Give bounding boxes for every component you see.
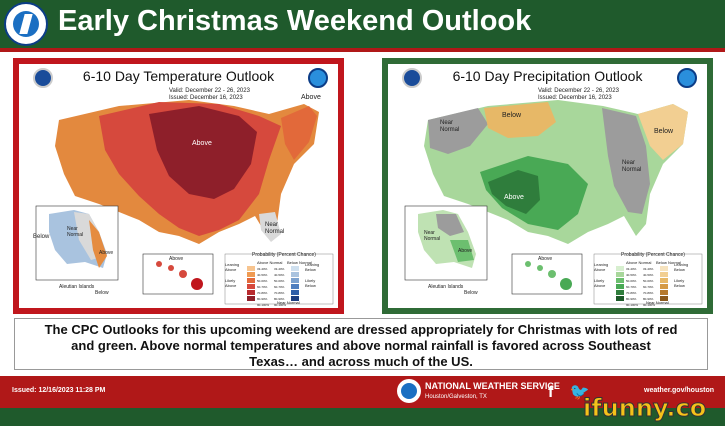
footer-bottom-band bbox=[0, 408, 725, 426]
temp-legend-above-header: Above Normal bbox=[257, 260, 283, 265]
page-title: Early Christmas Weekend Outlook bbox=[58, 5, 532, 37]
header-stripe bbox=[0, 48, 725, 52]
precip-legend-title: Probability (Percent Chance) bbox=[621, 252, 685, 258]
precip-legend-above-header: Above Normal bbox=[626, 260, 652, 265]
temp-florida-near bbox=[259, 212, 281, 242]
temp-legend-title: Probability (Percent Chance) bbox=[252, 252, 316, 258]
precip-hawaii-island bbox=[537, 265, 543, 271]
precip-legend-leaning-above: Leaning Above bbox=[594, 262, 609, 272]
precip-label-above-hi: Above bbox=[538, 256, 553, 262]
temperature-map bbox=[35, 100, 334, 305]
temp-legend-near: Near Normal bbox=[277, 300, 300, 305]
nws-logo bbox=[4, 2, 48, 46]
precip-label-below-hi: Below bbox=[464, 290, 478, 296]
caption-line-1: The CPC Outlooks for this upcoming weeke… bbox=[44, 322, 678, 337]
caption-line-2: and green. Above normal temperatures and… bbox=[71, 338, 651, 353]
temp-label-near-fl: Near Normal bbox=[265, 222, 285, 235]
temp-label-above-main: Above bbox=[192, 140, 212, 147]
temp-legend-leaning-above: Leaning Above bbox=[225, 262, 240, 272]
precip-west-near bbox=[428, 108, 488, 154]
caption-line-3: Texas… and across much of the US. bbox=[249, 354, 473, 369]
temp-label-above-ak: Above bbox=[99, 250, 114, 256]
precip-hawaii-island bbox=[525, 261, 531, 267]
precip-se-near bbox=[602, 108, 650, 214]
social-icons[interactable]: f 🐦 bbox=[548, 384, 596, 401]
precip-alaska-near bbox=[436, 214, 464, 236]
precip-legend-below-header: Below Normal bbox=[656, 260, 681, 265]
temp-legend-below-header: Below Normal bbox=[287, 260, 312, 265]
precip-legend-pct-above: 33-40% 40-50% 50-60% 60-70% 70-80% 80-90% 90-1… bbox=[626, 267, 639, 307]
precip-label-near-ak: Near Normal bbox=[424, 230, 441, 242]
website-link[interactable]: weather.gov/houston bbox=[644, 387, 715, 394]
precip-above-core bbox=[488, 170, 540, 214]
temperature-outlook-panel: 6-10 Day Temperature Outlook Valid: Dece… bbox=[13, 58, 344, 314]
precip-label-near-w: Near Normal bbox=[440, 120, 460, 133]
nws-badge bbox=[677, 68, 697, 88]
temp-hawaii-island bbox=[179, 270, 187, 278]
precip-label-above-main: Above bbox=[504, 194, 524, 201]
noaa-logo bbox=[402, 68, 422, 88]
temp-label-near-ak: Near Normal bbox=[67, 226, 84, 238]
precip-legend-likely-above: Likely Above bbox=[594, 278, 606, 288]
temp-hawaii-island bbox=[156, 261, 162, 267]
nws-footer-logo bbox=[397, 379, 421, 403]
temp-label-below-ak: Below bbox=[33, 234, 50, 240]
precip-legend-pct-below: 33-40% 40-50% 50-60% 60-70% 70-80% 80-90% 90-1… bbox=[643, 267, 656, 307]
temp-label-above-hi: Above bbox=[169, 256, 184, 262]
issued-timestamp: Issued: 12/16/2023 11:28 PM bbox=[12, 387, 106, 394]
noaa-logo bbox=[33, 68, 53, 88]
header-bar: Early Christmas Weekend Outlook bbox=[0, 0, 725, 52]
precip-ne-below bbox=[638, 104, 688, 160]
temp-label-below-hi: Below bbox=[95, 290, 109, 296]
temp-alaska-above bbox=[89, 220, 107, 268]
precip-hawaii-island bbox=[560, 278, 572, 290]
precip-legend bbox=[593, 253, 703, 305]
temp-legend-leaning-below: Leaning Below bbox=[305, 262, 320, 272]
nws-badge bbox=[308, 68, 328, 88]
temp-ne-above bbox=[281, 106, 317, 160]
temp-legend-likely-below: Likely Below bbox=[305, 278, 316, 288]
temp-legend-pct-below: 33-40% 40-50% 50-60% 60-70% 70-80% 80-90% 90-1… bbox=[274, 267, 287, 307]
ifunny-watermark: ifunny.co bbox=[582, 394, 707, 423]
caption-box: The CPC Outlooks for this upcoming weeke… bbox=[14, 318, 708, 370]
precipitation-panel-title: 6-10 Day Precipitation Outlook bbox=[452, 68, 643, 84]
precipitation-map bbox=[404, 100, 703, 305]
precip-label-below-ne: Below bbox=[654, 128, 674, 135]
temp-label-aleutian: Aleutian Islands bbox=[59, 284, 95, 290]
precip-alaska-above bbox=[450, 240, 474, 262]
temperature-valid-dates: Valid: December 22 - 26, 2023 Issued: Dec… bbox=[169, 88, 250, 101]
precip-west-below bbox=[484, 102, 556, 138]
precip-label-near-se: Near Normal bbox=[622, 160, 642, 173]
precipitation-outlook-panel: 6-10 Day Precipitation Outlook Valid: De… bbox=[382, 58, 713, 314]
temperature-panel-title: 6-10 Day Temperature Outlook bbox=[82, 68, 275, 84]
precip-hawaii-island bbox=[548, 270, 556, 278]
precip-legend-likely-below: Likely Below bbox=[674, 278, 685, 288]
precip-label-below-w: Below bbox=[502, 112, 522, 119]
temp-hawaii-island bbox=[191, 278, 203, 290]
precip-label-aleutian: Aleutian Islands bbox=[428, 284, 464, 290]
temp-above-core bbox=[149, 106, 257, 199]
precip-legend-leaning-below: Leaning Below bbox=[674, 262, 689, 272]
temp-legend bbox=[224, 253, 334, 305]
precip-legend-near: Near Normal bbox=[646, 300, 669, 305]
precip-label-above-ak: Above bbox=[458, 248, 473, 254]
temp-legend-pct-above: 33-40% 40-50% 50-60% 60-70% 70-80% 80-90% 90-1… bbox=[257, 267, 270, 307]
precipitation-valid-dates: Valid: December 22 - 26, 2023 Issued: Dec… bbox=[538, 88, 619, 101]
temp-label-above-ne: Above bbox=[301, 94, 321, 101]
footer-bar: Issued: 12/16/2023 11:28 PM NATIONAL WEA… bbox=[0, 376, 725, 426]
temp-legend-likely-above: Likely Above bbox=[225, 278, 237, 288]
temp-hawaii-island bbox=[168, 265, 174, 271]
office-name: NATIONAL WEATHER SERVICE Houston/Galvest… bbox=[425, 381, 560, 400]
